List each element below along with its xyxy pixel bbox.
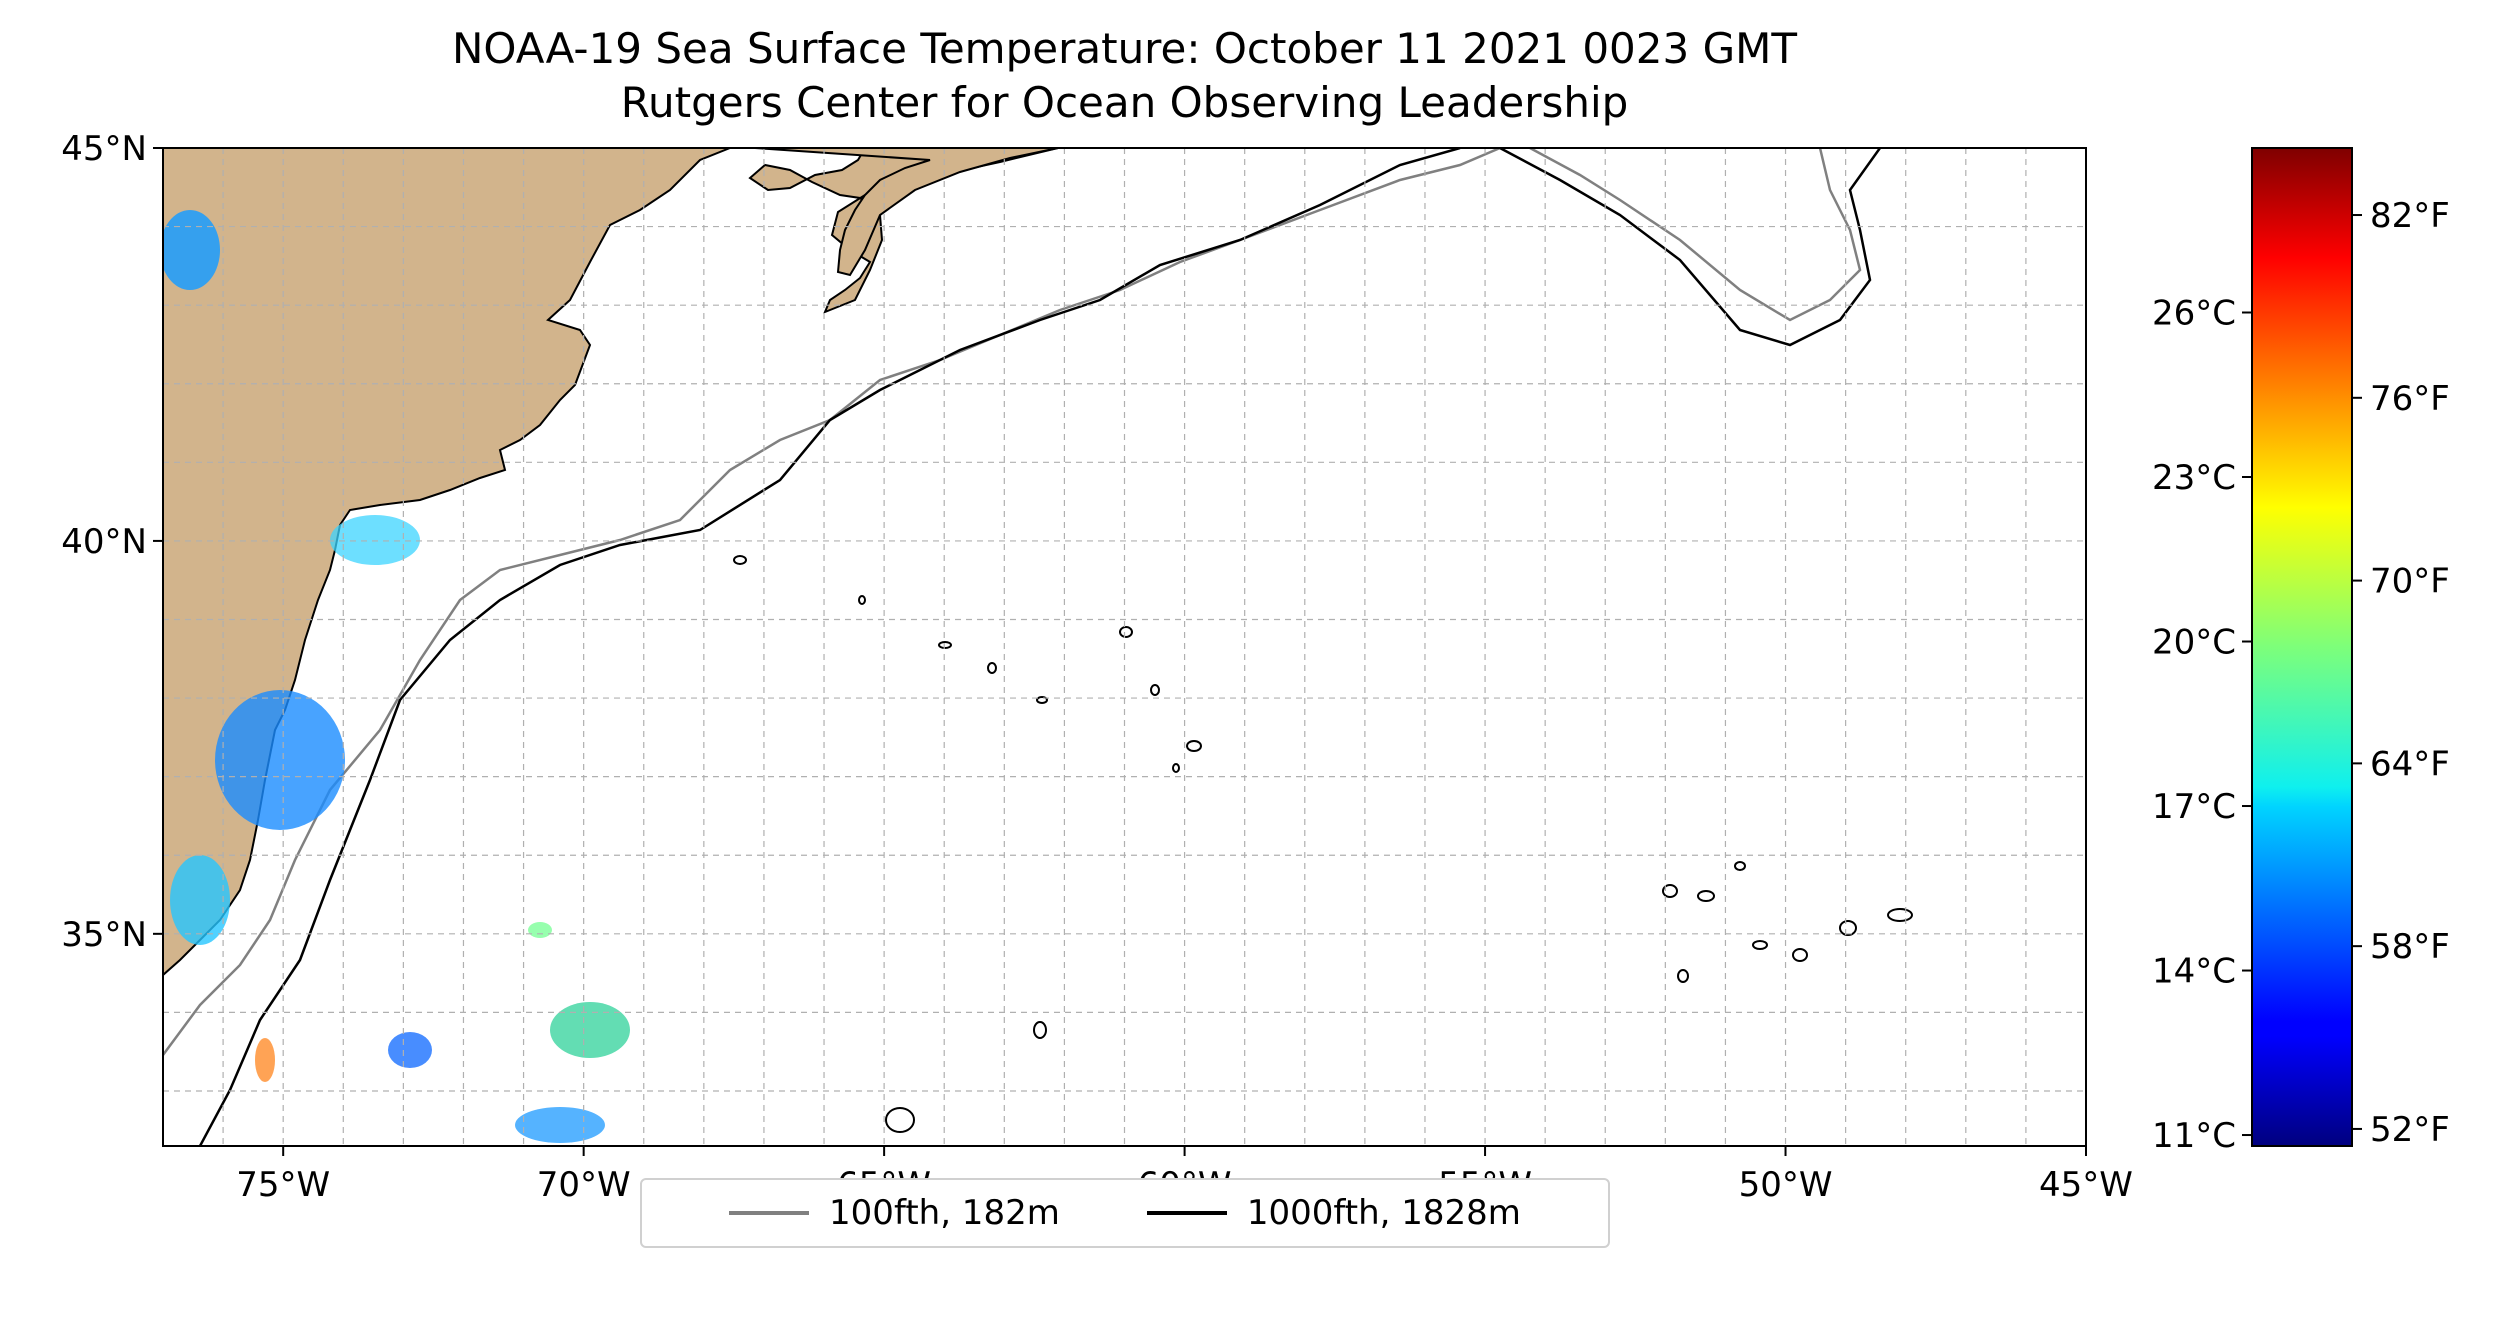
lon-tick-label: 75°W bbox=[236, 1165, 330, 1205]
contour-100fth-grand-banks bbox=[1529, 148, 1862, 322]
lon-tick-label: 70°W bbox=[537, 1165, 631, 1205]
lat-tick-label: 35°N bbox=[61, 915, 147, 955]
cb-c-tick-label: 23°C bbox=[2152, 458, 2236, 498]
cb-c-tick-label: 17°C bbox=[2152, 787, 2236, 827]
cb-f-tick-label: 70°F bbox=[2370, 562, 2450, 602]
seamount-14 bbox=[1792, 948, 1808, 962]
sst-patch-chesapeake bbox=[215, 690, 345, 830]
sst-patch-south-2 bbox=[550, 1002, 630, 1058]
lon-tick-label: 45°W bbox=[2039, 1165, 2133, 1205]
legend-swatch-100fth bbox=[729, 1211, 810, 1215]
seamount-15 bbox=[1839, 920, 1857, 936]
sst-patch-hatteras bbox=[170, 855, 230, 945]
cb-c-tick-label: 26°C bbox=[2152, 294, 2236, 334]
lon-tick-label: 50°W bbox=[1739, 1165, 1833, 1205]
legend-label-1000fth: 1000fth, 1828m bbox=[1246, 1193, 1521, 1233]
colorbar-celsius-axis: 11°C 14°C 17°C 20°C 23°C 26°C bbox=[2152, 294, 2252, 1156]
seamount-2 bbox=[858, 595, 866, 605]
colorbar-fahrenheit-axis: 52°F 58°F 64°F 70°F 76°F 82°F bbox=[2352, 196, 2450, 1150]
legend-label-100fth: 100fth, 182m bbox=[829, 1193, 1060, 1233]
sst-patch-south-1 bbox=[388, 1032, 432, 1068]
seamount-19 bbox=[885, 1107, 915, 1133]
seamount-13 bbox=[1752, 940, 1768, 950]
sst-patch-nj-coast bbox=[330, 515, 420, 565]
map-frame bbox=[162, 147, 2087, 1147]
contour-1000fth bbox=[198, 148, 1461, 1146]
seamount-6 bbox=[1150, 684, 1160, 696]
cb-c-tick-label: 14°C bbox=[2152, 952, 2236, 992]
lat-tick-label: 45°N bbox=[61, 129, 147, 169]
lat-tick-label: 40°N bbox=[61, 522, 147, 562]
sst-patch-gulf-maine bbox=[163, 210, 220, 290]
legend-item-100fth: 100fth, 182m bbox=[729, 1193, 1060, 1233]
cb-f-tick-label: 64°F bbox=[2370, 744, 2450, 784]
cb-f-tick-label: 82°F bbox=[2370, 196, 2450, 236]
cb-c-tick-label: 20°C bbox=[2152, 623, 2236, 663]
seamount-16 bbox=[1887, 908, 1913, 922]
seamount-5 bbox=[1119, 626, 1133, 638]
seamount-18 bbox=[1033, 1021, 1047, 1039]
title-line-2: Rutgers Center for Ocean Observing Leade… bbox=[620, 78, 1629, 127]
sst-patch-south-5 bbox=[528, 922, 552, 938]
seamount-10 bbox=[1662, 884, 1678, 898]
seamount-8 bbox=[1172, 763, 1180, 773]
cb-f-tick-label: 52°F bbox=[2370, 1110, 2450, 1150]
seamount-1 bbox=[733, 555, 747, 565]
sst-patch-south-3 bbox=[515, 1107, 605, 1143]
seamount-3 bbox=[938, 641, 952, 649]
seamount-17 bbox=[1677, 969, 1689, 983]
colorbar bbox=[2251, 147, 2353, 1147]
seamount-11 bbox=[1697, 890, 1715, 902]
legend-swatch-1000fth bbox=[1146, 1211, 1227, 1215]
title-line-1: NOAA-19 Sea Surface Temperature: October… bbox=[451, 24, 1798, 73]
contour-1000fth-grand-banks bbox=[1499, 148, 1882, 347]
map-area bbox=[163, 148, 2086, 1146]
legend-item-1000fth: 1000fth, 1828m bbox=[1146, 1193, 1521, 1233]
cb-f-tick-label: 58°F bbox=[2370, 927, 2450, 967]
seamount-9 bbox=[1036, 696, 1048, 704]
land-nova-scotia bbox=[754, 148, 1059, 277]
chart-title: NOAA-19 Sea Surface Temperature: October… bbox=[163, 22, 2086, 130]
sst-patch-south-4 bbox=[255, 1038, 275, 1082]
seamount-7 bbox=[1186, 740, 1202, 752]
cb-c-tick-label: 11°C bbox=[2152, 1116, 2236, 1156]
lat-axis: 35°N 40°N 45°N bbox=[61, 129, 163, 955]
seamount-4 bbox=[987, 662, 997, 674]
cb-f-tick-label: 76°F bbox=[2370, 379, 2450, 419]
seamount-12 bbox=[1734, 861, 1746, 871]
legend: 100fth, 182m 1000fth, 1828m bbox=[640, 1178, 1610, 1248]
